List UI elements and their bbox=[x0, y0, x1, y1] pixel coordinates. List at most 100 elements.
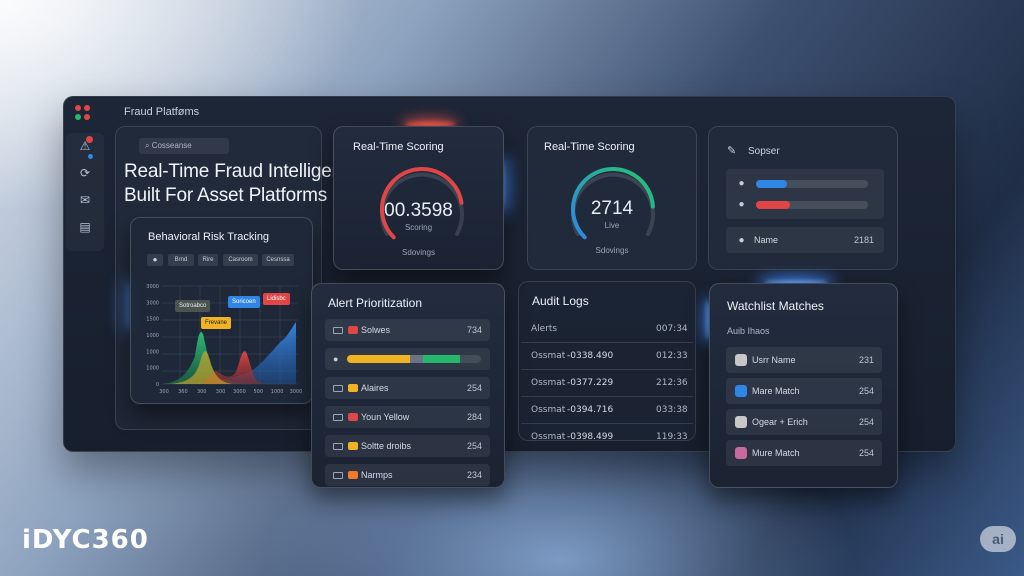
filter-chip[interactable]: Cesnssa bbox=[262, 254, 294, 266]
alert-row[interactable]: Narmps 234 bbox=[325, 464, 490, 486]
progress-gray bbox=[409, 355, 424, 363]
search-input[interactable]: ⌕ Cosseanse bbox=[139, 138, 229, 154]
priority-swatch bbox=[348, 413, 358, 421]
audit-cell: Ossmat bbox=[531, 432, 566, 442]
search-icon: ⌕ bbox=[145, 141, 152, 150]
edit-user-icon[interactable]: ✎ bbox=[727, 145, 737, 157]
watchlist-subtitle: Auib Ihaos bbox=[727, 326, 770, 336]
flag-icon bbox=[333, 385, 343, 392]
priority-swatch bbox=[348, 326, 358, 334]
x-tick-label: 1000 bbox=[271, 389, 284, 395]
flag-icon bbox=[333, 414, 343, 421]
filter-chip[interactable]: Rire bbox=[198, 254, 218, 266]
audit-cell: 212:36 bbox=[656, 378, 688, 388]
callout-label: Lidisbc bbox=[263, 293, 290, 305]
bar-fill-red bbox=[756, 201, 790, 209]
name-value: 2181 bbox=[853, 235, 874, 245]
glow-right-side bbox=[706, 300, 710, 340]
watchlist-row[interactable]: Mare Match 254 bbox=[726, 378, 882, 404]
watchlist-value: 254 bbox=[858, 417, 874, 427]
callout-label: Frevane bbox=[201, 317, 232, 329]
y-tick-label: 1000 bbox=[146, 333, 159, 339]
sopser-bars-box: ● ● bbox=[726, 169, 884, 219]
gauge-sub: Live bbox=[604, 221, 620, 230]
alert-row[interactable]: Solwes 734 bbox=[325, 319, 490, 341]
flag-icon bbox=[333, 327, 343, 334]
x-tick-label: 300 bbox=[216, 389, 226, 395]
audit-cell: -0377.229 bbox=[567, 378, 614, 388]
y-tick-label: 1000 bbox=[146, 366, 159, 372]
audit-cell: Ossmat bbox=[531, 405, 566, 415]
progress-yellow bbox=[347, 355, 410, 363]
alert-value: 284 bbox=[466, 412, 482, 422]
alert-row[interactable]: Youn Yellow 284 bbox=[325, 406, 490, 428]
audit-header-left: Alerts bbox=[531, 324, 558, 334]
watchlist-label: Usrr Name bbox=[752, 355, 796, 365]
divider bbox=[521, 396, 693, 397]
bar-fill-blue bbox=[756, 180, 788, 188]
x-tick-label: 300 bbox=[197, 389, 207, 395]
alert-label: Solwes bbox=[361, 325, 391, 335]
alert-progress-row: ● bbox=[325, 348, 490, 370]
alert-row[interactable]: Soltte droibs 254 bbox=[325, 435, 490, 457]
sopser-title: Sopser bbox=[748, 146, 780, 157]
avatar-icon bbox=[735, 447, 747, 459]
gauge-value: 2714 bbox=[590, 198, 634, 219]
callout-label: Soricoen bbox=[228, 296, 260, 308]
scoring-card-1 bbox=[333, 126, 504, 270]
name-row[interactable]: ● Name 2181 bbox=[726, 227, 884, 253]
watchlist-value: 254 bbox=[858, 386, 874, 396]
watchlist-row[interactable]: Mure Match 254 bbox=[726, 440, 882, 466]
priority-swatch bbox=[348, 442, 358, 450]
x-tick-label: 360 bbox=[178, 389, 188, 395]
user-chip-icon[interactable]: ● bbox=[147, 254, 163, 266]
audit-cell: -0338.490 bbox=[567, 351, 614, 361]
notification-badge bbox=[86, 136, 93, 143]
x-tick-label: 300 bbox=[159, 389, 169, 395]
watchlist-row[interactable]: Usrr Name 231 bbox=[726, 347, 882, 373]
window-title: Fraud Platføms bbox=[124, 106, 200, 118]
alert-value: 254 bbox=[466, 383, 482, 393]
x-tick-label: 500 bbox=[254, 389, 264, 395]
gauge-fill bbox=[571, 167, 655, 240]
search-placeholder: Cosseanse bbox=[151, 141, 192, 150]
watchlist-value: 254 bbox=[858, 448, 874, 458]
hero-title: Real-Time Fraud Intelligence, Built For … bbox=[124, 160, 367, 208]
audit-cell: -0394.716 bbox=[567, 405, 614, 415]
watchlist-row[interactable]: Ogear + Erich 254 bbox=[726, 409, 882, 435]
avatar-icon bbox=[735, 354, 747, 366]
audit-cell: -0398.499 bbox=[567, 432, 614, 442]
bar-track bbox=[756, 201, 868, 209]
filter-chip[interactable]: Brnd bbox=[168, 254, 194, 266]
filter-chip[interactable]: Casroom bbox=[223, 254, 258, 266]
mail-icon[interactable]: ✉ bbox=[79, 193, 91, 207]
avatar-icon bbox=[735, 416, 747, 428]
gauge-fill bbox=[380, 167, 464, 240]
y-tick-label: 1000 bbox=[146, 349, 159, 355]
y-tick-label: 0 bbox=[156, 382, 159, 388]
alert-row[interactable]: Alaires 254 bbox=[325, 377, 490, 399]
priority-swatch bbox=[348, 384, 358, 392]
x-ticks: 300 360 300 300 3000 500 1000 3000 bbox=[159, 389, 302, 395]
user-icon: ● bbox=[333, 354, 339, 364]
behavioral-title: Behavioral Risk Tracking bbox=[148, 231, 270, 243]
refresh-icon[interactable]: ⟳ bbox=[79, 166, 91, 180]
app-logo-icon bbox=[75, 105, 91, 121]
document-icon[interactable]: ▤ bbox=[79, 220, 91, 234]
user-icon: ● bbox=[738, 235, 745, 246]
glow-top bbox=[405, 122, 455, 127]
brand-logo: iDYC360 bbox=[22, 525, 149, 555]
audit-cell: 119:33 bbox=[656, 432, 688, 442]
alert-user-icon[interactable]: ⚠ bbox=[79, 139, 91, 153]
watchlist-label: Mure Match bbox=[752, 448, 800, 458]
scoring-title: Real-Time Scoring bbox=[353, 141, 444, 153]
alert-label: Narmps bbox=[361, 470, 393, 480]
watchlist-value: 231 bbox=[858, 355, 874, 365]
status-dot bbox=[88, 154, 93, 159]
gauge-footer: Sdovings bbox=[402, 248, 435, 257]
priority-swatch bbox=[348, 471, 358, 479]
alert-value: 734 bbox=[466, 325, 482, 335]
hero-title-line1: Real-Time Fraud Intelligence, bbox=[124, 161, 367, 182]
scoring-gauge-2 bbox=[571, 167, 655, 240]
scoring-card-2 bbox=[527, 126, 697, 270]
